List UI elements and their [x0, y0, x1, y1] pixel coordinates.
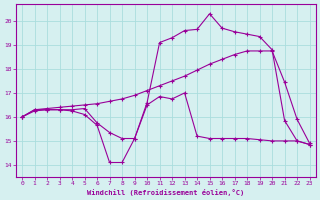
X-axis label: Windchill (Refroidissement éolien,°C): Windchill (Refroidissement éolien,°C)	[87, 189, 244, 196]
